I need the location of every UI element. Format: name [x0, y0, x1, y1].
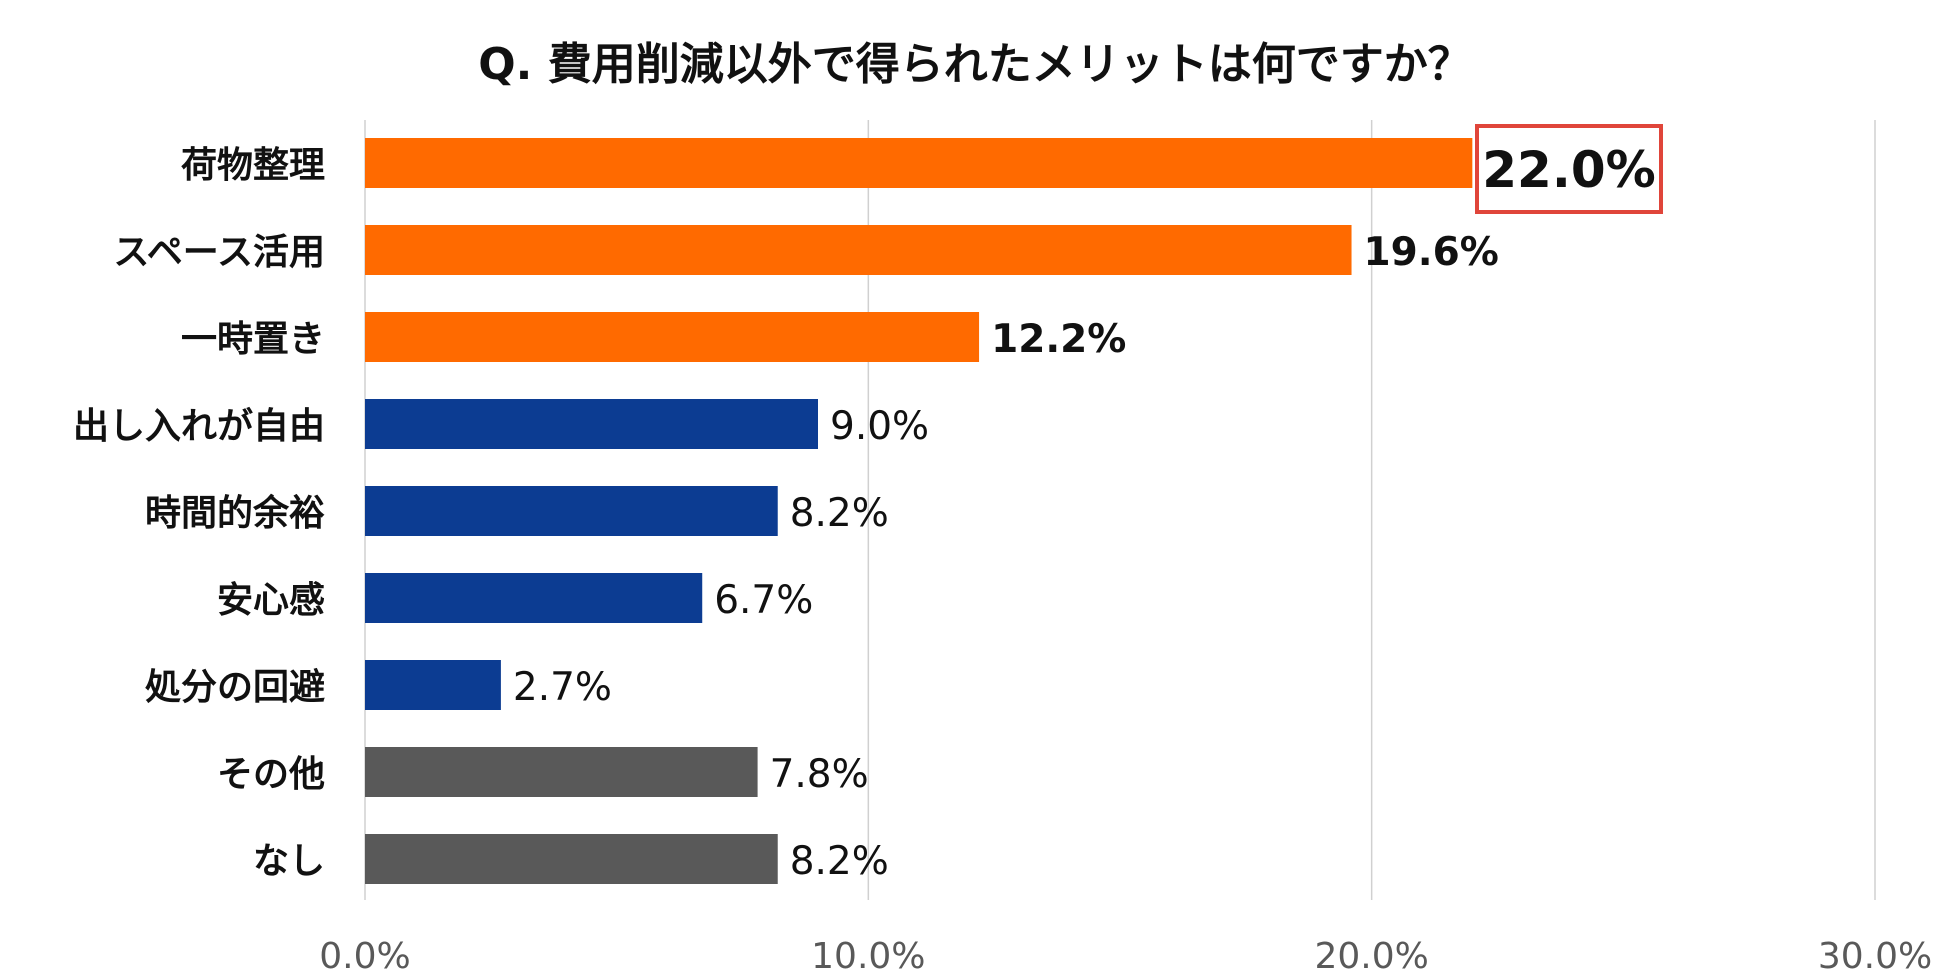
- bar-4: [365, 486, 778, 536]
- x-tick-label: 0.0%: [319, 936, 410, 973]
- x-tick-label: 10.0%: [811, 936, 925, 973]
- bar-3: [365, 399, 818, 449]
- category-label: 一時置き: [181, 319, 325, 360]
- x-tick-label: 30.0%: [1818, 936, 1932, 973]
- highlight-box: [1475, 124, 1663, 214]
- data-label: 7.8%: [770, 752, 869, 797]
- category-label: 時間的余裕: [145, 492, 325, 534]
- bar-1: [365, 225, 1352, 275]
- data-label: 22.0%: [1482, 141, 1655, 199]
- x-tick-label: 20.0%: [1314, 936, 1428, 973]
- data-label: 19.6%: [1364, 230, 1499, 275]
- category-label: 出し入れが自由: [73, 406, 325, 447]
- category-label: 荷物整理: [181, 145, 325, 186]
- category-label: スペース活用: [113, 232, 325, 273]
- data-label: 2.7%: [513, 665, 612, 710]
- chart-title: Q. 費用削減以外で得られたメリットは何ですか？: [478, 39, 1472, 90]
- bar-6: [365, 660, 501, 710]
- category-label: 安心感: [217, 580, 325, 621]
- bar-7: [365, 747, 758, 797]
- category-label: その他: [217, 754, 325, 795]
- category-label: なし: [253, 841, 325, 882]
- data-label: 6.7%: [714, 578, 813, 623]
- data-label: 8.2%: [790, 839, 889, 884]
- bar-8: [365, 834, 778, 884]
- data-label: 9.0%: [830, 404, 929, 449]
- bar-5: [365, 573, 703, 623]
- data-label: 8.2%: [790, 491, 889, 536]
- category-label: 処分の回避: [145, 667, 325, 708]
- data-label: 12.2%: [991, 317, 1126, 362]
- bar-0: [365, 138, 1473, 188]
- bar-2: [365, 312, 980, 362]
